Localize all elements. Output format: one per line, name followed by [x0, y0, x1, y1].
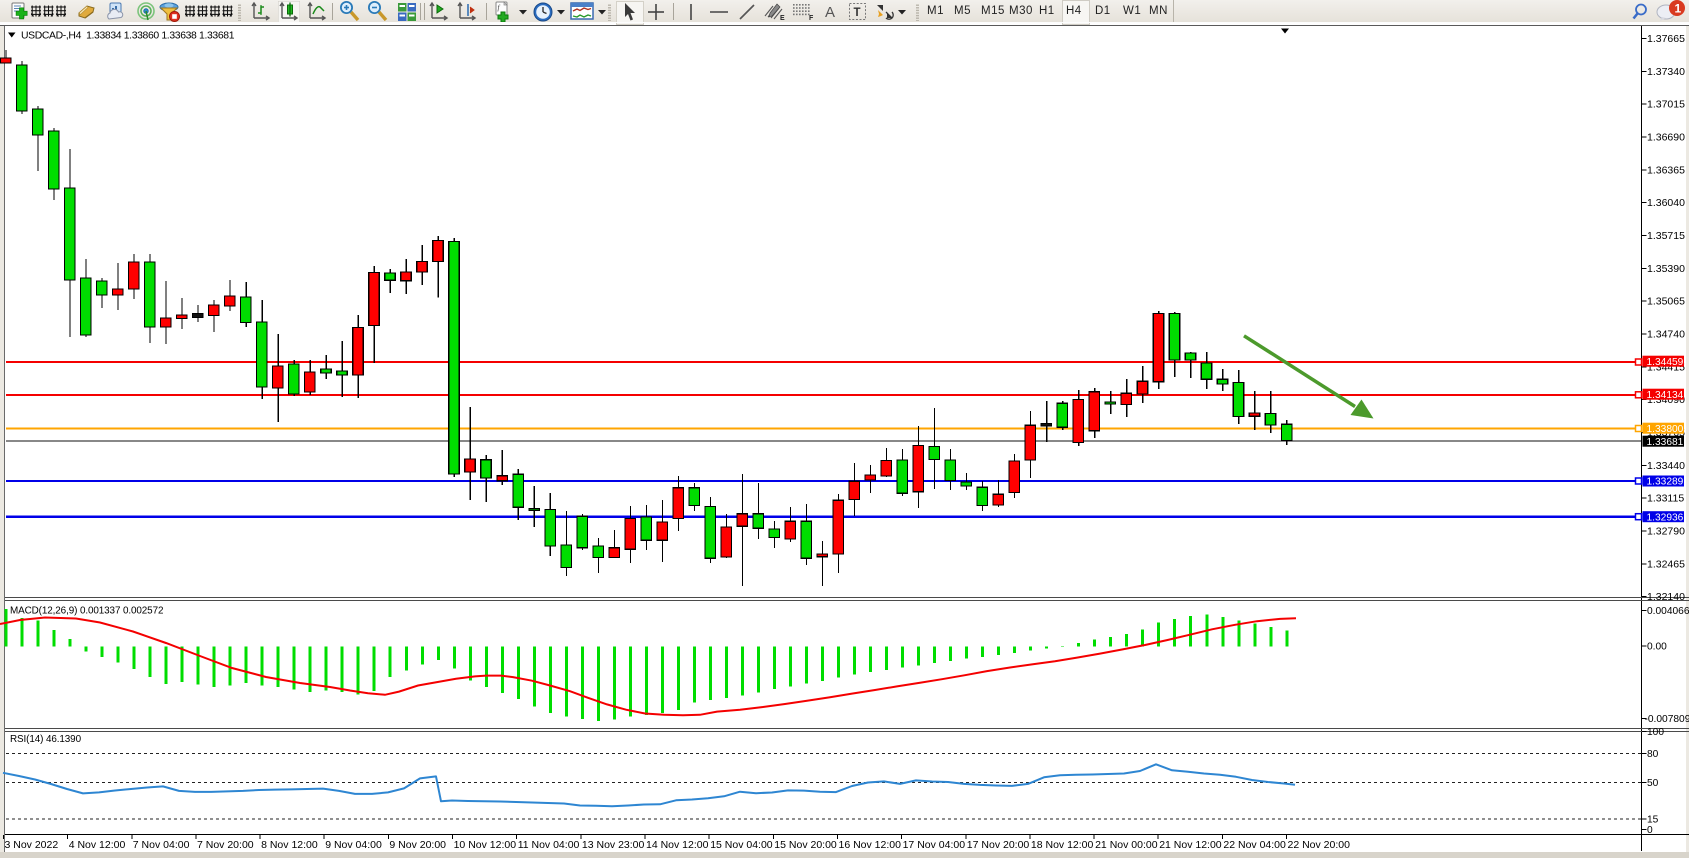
svg-text:18 Nov 12:00: 18 Nov 12:00	[1031, 839, 1094, 851]
svg-text:10 Nov 12:00: 10 Nov 12:00	[454, 839, 517, 851]
svg-text:9 Nov 04:00: 9 Nov 04:00	[325, 839, 382, 851]
svg-text:7 Nov 04:00: 7 Nov 04:00	[133, 839, 190, 851]
svg-text:15: 15	[1647, 815, 1659, 826]
svg-text:E: E	[780, 15, 785, 22]
svg-text:80: 80	[1647, 749, 1659, 760]
svg-text:21 Nov 12:00: 21 Nov 12:00	[1159, 839, 1222, 851]
svg-text:T: T	[854, 7, 861, 19]
svg-text:USDCAD-,H4 1.33834 1.33860 1.: USDCAD-,H4 1.33834 1.33860 1.33638 1.336…	[21, 31, 235, 42]
svg-text:0: 0	[1647, 825, 1653, 836]
svg-text:MACD(12,26,9) 0.001337 0.00257: MACD(12,26,9) 0.001337 0.002572	[10, 606, 163, 617]
svg-text:4 Nov 12:00: 4 Nov 12:00	[69, 839, 126, 851]
svg-text:1.34459: 1.34459	[1647, 357, 1684, 368]
svg-text:1.34134: 1.34134	[1647, 390, 1684, 401]
svg-text:1.36690: 1.36690	[1647, 132, 1685, 144]
svg-text:8 Nov 12:00: 8 Nov 12:00	[261, 839, 318, 851]
svg-text:1.37665: 1.37665	[1647, 33, 1685, 45]
svg-text:1.36365: 1.36365	[1647, 164, 1685, 176]
svg-text:1.32140: 1.32140	[1647, 591, 1685, 603]
svg-text:17 Nov 20:00: 17 Nov 20:00	[967, 839, 1030, 851]
svg-text:1.33115: 1.33115	[1647, 493, 1684, 505]
svg-text:22 Nov 04:00: 22 Nov 04:00	[1223, 839, 1286, 851]
svg-text:1.36040: 1.36040	[1647, 197, 1685, 209]
svg-text:16 Nov 12:00: 16 Nov 12:00	[839, 839, 902, 851]
svg-text:1.37015: 1.37015	[1647, 99, 1685, 111]
svg-text:11 Nov 04:00: 11 Nov 04:00	[518, 839, 580, 851]
svg-text:9 Nov 20:00: 9 Nov 20:00	[389, 839, 446, 851]
svg-text:22 Nov 20:00: 22 Nov 20:00	[1288, 839, 1351, 851]
svg-text:1: 1	[1675, 2, 1682, 16]
svg-text:1.35390: 1.35390	[1647, 263, 1685, 275]
svg-text:14 Nov 12:00: 14 Nov 12:00	[646, 839, 709, 851]
svg-text:RSI(14) 46.1390: RSI(14) 46.1390	[10, 734, 82, 745]
svg-text:1.32790: 1.32790	[1647, 526, 1685, 538]
svg-text:21 Nov 00:00: 21 Nov 00:00	[1095, 839, 1158, 851]
svg-text:0.00: 0.00	[1647, 641, 1667, 652]
svg-text:1.34740: 1.34740	[1647, 329, 1685, 341]
svg-text:A: A	[825, 4, 835, 21]
svg-text:3 Nov 2022: 3 Nov 2022	[5, 839, 59, 851]
svg-text:F: F	[809, 15, 814, 22]
svg-text:-0.007809: -0.007809	[1645, 714, 1689, 725]
svg-text:1.33681: 1.33681	[1647, 437, 1684, 448]
svg-text:100: 100	[1647, 727, 1664, 738]
svg-text:1.32936: 1.32936	[1647, 512, 1684, 523]
svg-text:1.32465: 1.32465	[1647, 558, 1685, 570]
svg-text:15 Nov 04:00: 15 Nov 04:00	[710, 839, 773, 851]
svg-text:1.37340: 1.37340	[1647, 66, 1685, 78]
svg-text:15 Nov 20:00: 15 Nov 20:00	[774, 839, 837, 851]
svg-text:50: 50	[1647, 778, 1659, 789]
svg-text:1.33440: 1.33440	[1647, 460, 1685, 472]
svg-text:17 Nov 04:00: 17 Nov 04:00	[903, 839, 966, 851]
svg-text:1.33289: 1.33289	[1647, 477, 1684, 488]
svg-text:1.33800: 1.33800	[1647, 424, 1684, 435]
svg-text:7 Nov 20:00: 7 Nov 20:00	[197, 839, 254, 851]
svg-text:13 Nov 23:00: 13 Nov 23:00	[582, 839, 645, 851]
svg-text:1.35065: 1.35065	[1647, 296, 1685, 308]
svg-text:1.35715: 1.35715	[1647, 230, 1685, 242]
svg-text:0.004066: 0.004066	[1647, 606, 1689, 617]
